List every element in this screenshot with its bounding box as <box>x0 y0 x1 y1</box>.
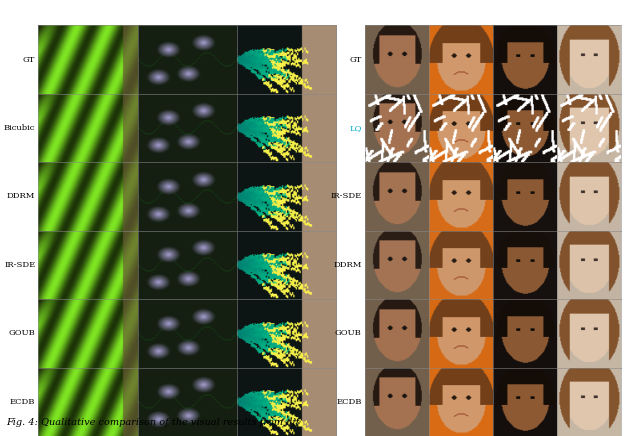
Text: DDRM: DDRM <box>7 192 35 201</box>
Text: Bicubic: Bicubic <box>4 124 35 132</box>
Text: ECDB: ECDB <box>10 398 35 406</box>
Text: GT: GT <box>349 55 362 64</box>
Text: GOUB: GOUB <box>8 329 35 337</box>
Text: GOUB: GOUB <box>335 329 362 337</box>
Text: DDRM: DDRM <box>333 261 362 269</box>
Text: LQ: LQ <box>349 124 362 132</box>
Text: IR-SDE: IR-SDE <box>330 192 362 201</box>
Text: GT: GT <box>23 55 35 64</box>
Text: ECDB: ECDB <box>337 398 362 406</box>
Text: Fig. 4: Qualitative comparison of the visual results from dif: Fig. 4: Qualitative comparison of the vi… <box>6 418 299 426</box>
Text: IR-SDE: IR-SDE <box>4 261 35 269</box>
